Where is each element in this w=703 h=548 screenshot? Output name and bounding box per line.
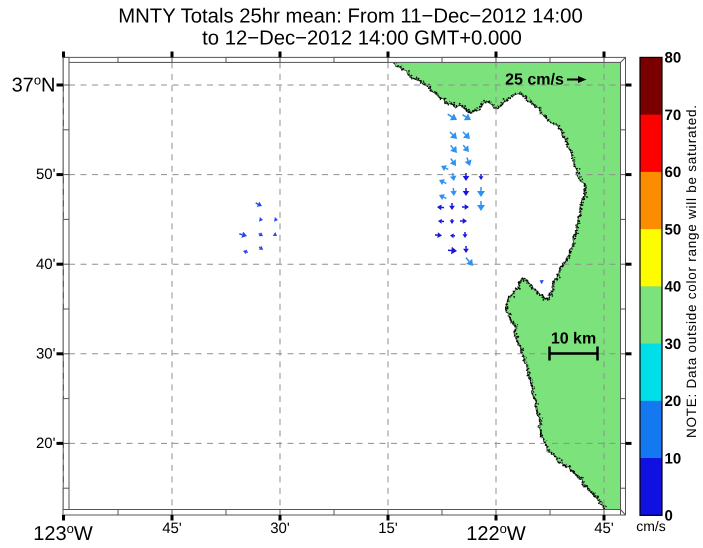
svg-text:40': 40' <box>36 256 56 273</box>
svg-text:37oN: 37oN <box>12 73 56 97</box>
svg-text:20': 20' <box>36 435 56 452</box>
svg-text:10: 10 <box>665 450 682 467</box>
svg-text:to 12−Dec−2012 14:00 GMT+0.000: to 12−Dec−2012 14:00 GMT+0.000 <box>202 28 522 50</box>
svg-text:45': 45' <box>594 520 614 537</box>
svg-text:0: 0 <box>665 508 673 525</box>
svg-text:NOTE: Data outside color range: NOTE: Data outside color range will be s… <box>684 105 699 438</box>
svg-text:cm/s: cm/s <box>636 518 666 534</box>
svg-text:25 cm/s: 25 cm/s <box>505 72 564 89</box>
svg-text:122oW: 122oW <box>466 521 526 545</box>
svg-text:10 km: 10 km <box>551 331 596 348</box>
svg-text:50: 50 <box>665 221 682 238</box>
svg-text:20: 20 <box>665 393 682 410</box>
svg-text:70: 70 <box>665 107 682 124</box>
svg-text:30': 30' <box>36 345 56 362</box>
svg-text:45': 45' <box>162 520 182 537</box>
svg-text:30': 30' <box>270 520 290 537</box>
svg-text:30: 30 <box>665 336 682 353</box>
svg-text:40: 40 <box>665 279 682 296</box>
svg-text:MNTY Totals 25hr mean: From 11: MNTY Totals 25hr mean: From 11−Dec−2012 … <box>118 6 582 28</box>
svg-text:15': 15' <box>378 520 398 537</box>
svg-text:60: 60 <box>665 164 682 181</box>
svg-text:50': 50' <box>36 166 56 183</box>
svg-text:80: 80 <box>665 50 682 67</box>
svg-text:123oW: 123oW <box>33 521 93 545</box>
